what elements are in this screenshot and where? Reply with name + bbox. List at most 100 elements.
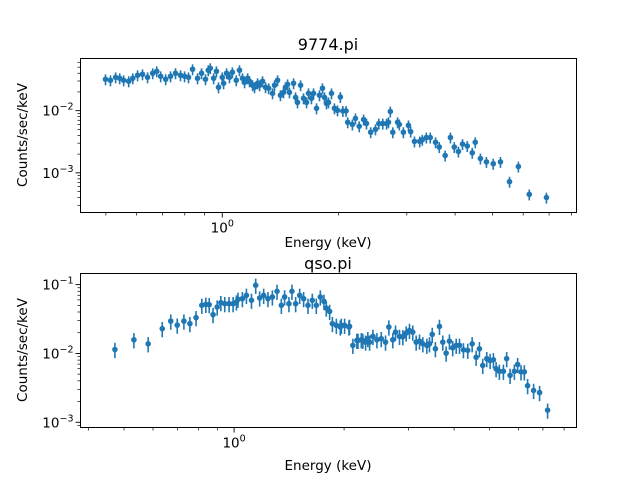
- data-point: [506, 178, 513, 185]
- y-tick-label: 10−3: [42, 164, 73, 182]
- data-point: [265, 85, 272, 92]
- data-point: [246, 78, 253, 85]
- data-point: [317, 294, 324, 300]
- data-point: [260, 292, 267, 299]
- data-point: [271, 82, 278, 89]
- subplot-qso: qso.pi Energy (keV) Counts/sec/keV 10010…: [15, 254, 577, 474]
- data-point: [167, 73, 174, 80]
- x-tick-label: 100: [211, 219, 234, 237]
- data-point: [210, 311, 216, 318]
- data-point: [376, 120, 382, 127]
- x-axis-label: Energy (keV): [285, 235, 372, 251]
- data-point: [194, 75, 201, 82]
- data-point: [363, 120, 370, 127]
- data-point: [125, 78, 132, 85]
- y-axis-label: Counts/sec/keV: [15, 297, 31, 402]
- data-point: [442, 152, 448, 159]
- data-point: [239, 295, 246, 302]
- data-point: [292, 300, 299, 307]
- data-point: [379, 120, 386, 127]
- subplot-9774: 9774.pi Energy (keV) Counts/sec/keV 1001…: [15, 35, 577, 251]
- data-point: [432, 139, 439, 146]
- data-point: [328, 90, 335, 97]
- data-point: [411, 138, 418, 145]
- data-point: [370, 333, 376, 340]
- data-series: [112, 278, 551, 419]
- data-point: [344, 119, 351, 126]
- data-point: [389, 129, 396, 136]
- data-point: [223, 70, 230, 77]
- data-point: [472, 139, 479, 146]
- data-point: [131, 336, 137, 343]
- data-point: [460, 346, 467, 353]
- data-point: [243, 292, 250, 299]
- data-point: [221, 300, 228, 307]
- data-point: [300, 295, 307, 302]
- data-point: [303, 99, 310, 106]
- data-point: [343, 108, 349, 114]
- data-point: [405, 122, 412, 129]
- data-point: [236, 67, 243, 74]
- data-point: [515, 163, 522, 170]
- data-point: [455, 148, 462, 155]
- data-point: [530, 387, 537, 394]
- data-point: [469, 341, 475, 347]
- data-point: [483, 159, 490, 165]
- data-point: [157, 73, 164, 80]
- data-point: [446, 338, 453, 344]
- data-point: [496, 368, 503, 375]
- data-point: [378, 335, 385, 342]
- data-point: [226, 74, 233, 81]
- data-point: [447, 134, 454, 141]
- data-point: [144, 74, 151, 81]
- data-point: [278, 302, 285, 309]
- data-point: [300, 95, 307, 102]
- data-point: [500, 368, 507, 375]
- data-point: [503, 355, 510, 362]
- data-point: [259, 78, 266, 85]
- data-point: [290, 80, 297, 87]
- data-point: [382, 339, 389, 345]
- data-point: [206, 301, 213, 308]
- data-point: [215, 84, 222, 91]
- data-point: [167, 318, 174, 324]
- data-point: [476, 345, 483, 352]
- data-point: [102, 76, 109, 83]
- data-point: [507, 372, 513, 379]
- data-point: [367, 129, 374, 136]
- data-point: [210, 75, 217, 82]
- data-point: [229, 69, 236, 76]
- data-point: [387, 108, 394, 115]
- data-point: [274, 77, 281, 84]
- data-point: [326, 308, 333, 315]
- y-tick-label: 10−2: [42, 102, 73, 120]
- data-point: [241, 79, 248, 86]
- data-point: [284, 81, 291, 88]
- data-point: [536, 389, 543, 396]
- data-point: [310, 90, 317, 97]
- axis-ticks: 100 10−2 10−3: [42, 61, 572, 237]
- data-point: [313, 105, 320, 112]
- data-point: [213, 68, 220, 75]
- data-point: [139, 71, 146, 78]
- data-point: [374, 336, 380, 343]
- data-point: [107, 77, 114, 84]
- axis-ticks: 100 10−1 10−2 10−3: [42, 276, 565, 452]
- data-series: [102, 63, 550, 204]
- data-point: [451, 144, 458, 150]
- data-point: [286, 89, 293, 96]
- data-point: [490, 356, 497, 363]
- data-point: [289, 288, 295, 295]
- data-point: [514, 361, 521, 368]
- data-point: [350, 342, 356, 349]
- data-point: [426, 341, 433, 347]
- data-point: [296, 292, 303, 299]
- x-axis-label: Energy (keV): [285, 458, 372, 474]
- data-point: [269, 90, 276, 97]
- data-point: [479, 362, 486, 369]
- data-point: [252, 282, 259, 289]
- data-point: [432, 345, 439, 352]
- data-point: [321, 298, 327, 305]
